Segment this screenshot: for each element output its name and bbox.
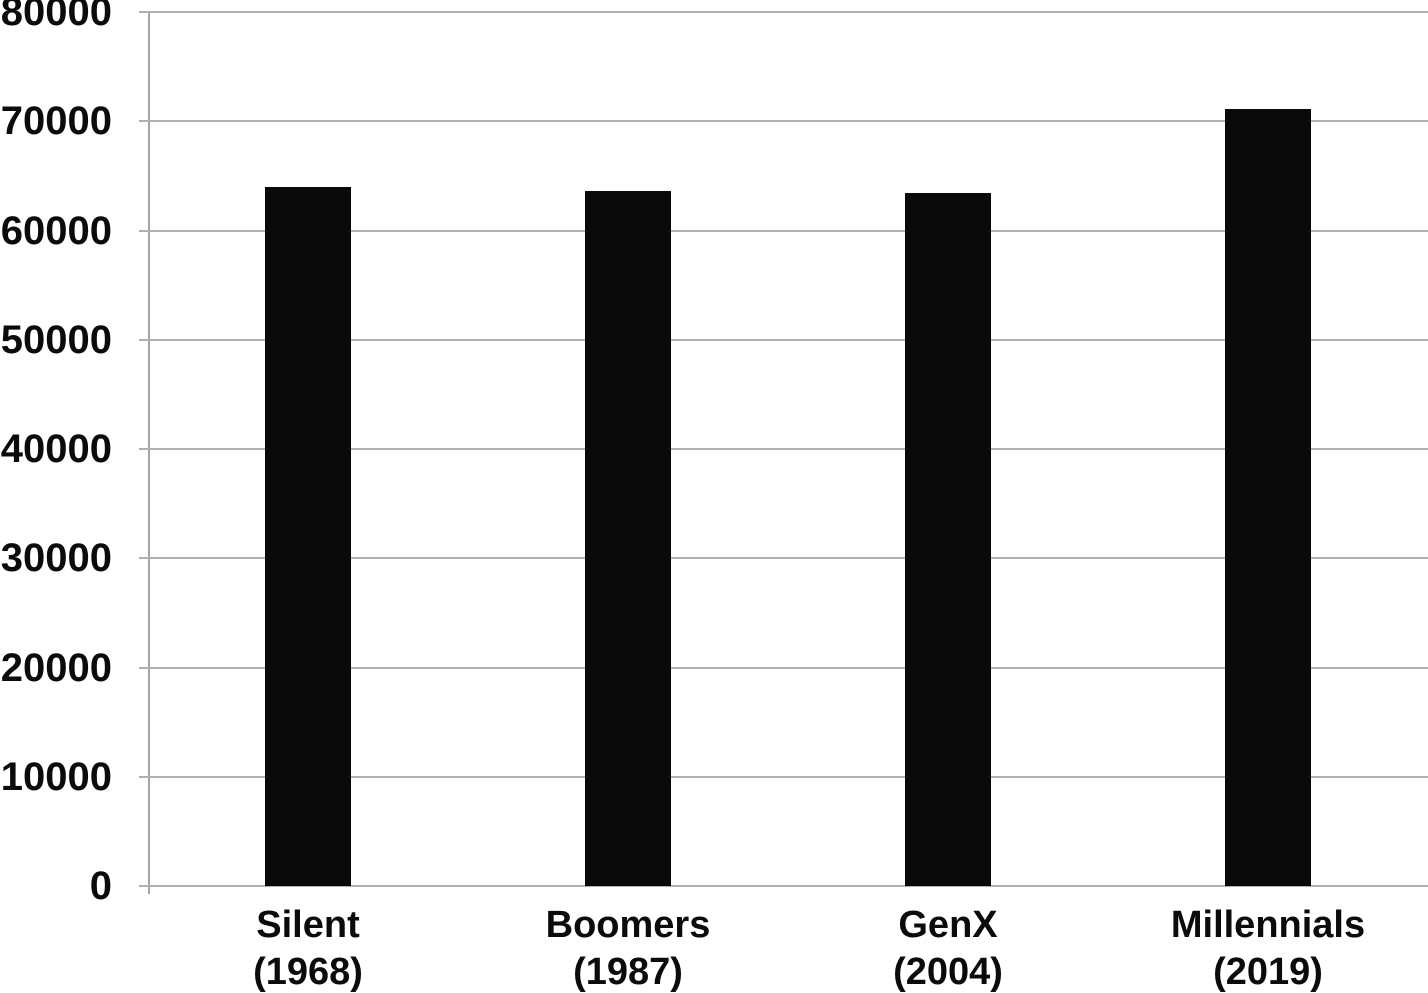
y-tick-label: 10000 <box>0 754 112 799</box>
y-tick-label: 70000 <box>0 99 112 144</box>
y-tick-label: 60000 <box>0 208 112 253</box>
category-name: GenX <box>898 904 998 946</box>
bar-millennials <box>1225 109 1311 886</box>
category-year: (1968) <box>253 951 363 993</box>
gridline <box>139 11 1428 13</box>
gridline <box>139 120 1428 123</box>
category-name: Silent <box>256 904 360 946</box>
bar-silent <box>265 186 351 886</box>
category-label-boomers: Boomers (1987) <box>468 902 788 993</box>
category-year: (2004) <box>893 951 1003 993</box>
y-tick-label: 0 <box>89 864 112 908</box>
gridline <box>139 338 1428 341</box>
category-label-millennials: Millennials (2019) <box>1108 902 1428 993</box>
bar-boomers <box>585 191 671 886</box>
gridline <box>139 448 1428 450</box>
y-tick-label: 80000 <box>0 0 112 34</box>
category-name: Boomers <box>545 904 711 946</box>
y-axis-line <box>148 11 150 894</box>
category-label-genx: GenX (2004) <box>788 902 1108 993</box>
gridline <box>139 775 1428 778</box>
y-tick-label: 50000 <box>0 317 112 362</box>
gridline <box>139 557 1428 560</box>
category-year: (2019) <box>1213 951 1323 993</box>
y-tick-label: 40000 <box>0 427 112 471</box>
gridline <box>139 666 1428 669</box>
category-name: Millennials <box>1170 904 1366 946</box>
gridline <box>139 229 1428 232</box>
category-label-silent: Silent (1968) <box>148 902 468 993</box>
category-year: (1987) <box>573 951 683 993</box>
y-tick-label: 20000 <box>0 645 112 690</box>
bar-genx <box>905 193 991 886</box>
gridline <box>139 885 1428 887</box>
y-tick-label: 30000 <box>0 536 112 581</box>
